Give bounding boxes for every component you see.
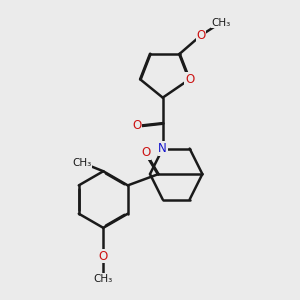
Text: CH₃: CH₃: [72, 158, 92, 168]
Text: CH₃: CH₃: [94, 274, 113, 284]
Text: CH₃: CH₃: [211, 18, 230, 28]
Text: O: O: [196, 29, 206, 42]
Text: O: O: [185, 73, 194, 86]
Text: O: O: [99, 250, 108, 263]
Text: O: O: [141, 146, 150, 159]
Text: N: N: [158, 142, 167, 155]
Text: O: O: [133, 119, 142, 132]
